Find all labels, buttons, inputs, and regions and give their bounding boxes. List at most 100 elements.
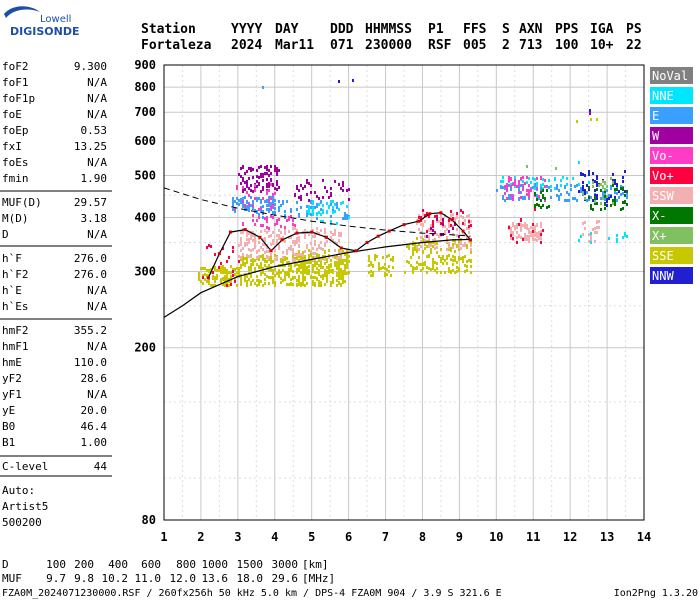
echo-point (274, 192, 276, 195)
echo-point (336, 206, 338, 209)
echo-point (384, 263, 386, 266)
echo-point (234, 200, 236, 203)
echo-point (534, 234, 536, 237)
echo-point (274, 223, 276, 226)
echo-point (284, 232, 286, 235)
echo-point (318, 280, 320, 283)
header-label-iga: IGA (590, 22, 614, 37)
echo-point (416, 246, 418, 249)
echo-point (242, 223, 244, 226)
echo-point (282, 279, 284, 282)
echo-point (408, 261, 410, 264)
echo-point (518, 183, 520, 186)
echo-point (258, 166, 260, 169)
echo-point (274, 167, 276, 170)
echo-point (550, 196, 552, 199)
echo-point (626, 203, 628, 206)
echo-point (524, 196, 526, 199)
echo-point (282, 202, 284, 205)
echo-point (534, 208, 536, 211)
echo-point (268, 235, 270, 238)
echo-point (406, 245, 408, 248)
echo-point (306, 272, 308, 275)
echo-point (286, 272, 288, 275)
echo-point (432, 239, 434, 242)
echo-point (616, 234, 618, 237)
echo-point (422, 224, 424, 227)
echo-point (298, 259, 300, 262)
echo-point (316, 205, 318, 208)
echo-point (222, 268, 224, 271)
echo-point (592, 228, 594, 231)
echo-point (340, 260, 342, 263)
echo-point (242, 186, 244, 189)
echo-point (520, 226, 522, 229)
echo-point (242, 205, 244, 208)
echo-point (308, 256, 310, 259)
echo-point (428, 235, 430, 238)
echo-point (252, 261, 254, 264)
echo-point (312, 256, 314, 259)
x-tick-label: 7 (382, 530, 389, 544)
echo-point (550, 189, 552, 192)
echo-point (436, 233, 438, 236)
echo-point (306, 261, 308, 264)
echo-point (310, 206, 312, 209)
echo-point (232, 199, 234, 202)
echo-point (562, 176, 564, 179)
echo-point (302, 268, 304, 271)
echo-point (272, 281, 274, 284)
echo-point (232, 197, 234, 200)
echo-point (614, 188, 616, 191)
echo-point (312, 280, 314, 283)
echo-point (470, 260, 472, 263)
echo-point (294, 276, 296, 279)
echo-point (368, 255, 370, 258)
echo-point (330, 203, 332, 206)
echo-point (314, 261, 316, 264)
echo-point (570, 184, 572, 187)
echo-point (342, 271, 344, 274)
echo-point (418, 256, 420, 259)
echo-point (242, 179, 244, 182)
echo-point (522, 176, 524, 179)
echo-point (456, 270, 458, 273)
echo-point (464, 264, 466, 267)
echo-point (616, 240, 618, 243)
echo-point (256, 279, 258, 282)
auto-code: 500200 (2, 516, 42, 529)
echo-point (276, 222, 278, 225)
echo-point (318, 284, 320, 287)
echo-point (304, 233, 306, 236)
echo-point (298, 283, 300, 286)
param-name: fmin (2, 172, 29, 185)
echo-point (418, 214, 420, 217)
parameter-separators (0, 190, 112, 477)
y-tick-label: 800 (134, 80, 156, 94)
echo-point (250, 267, 252, 270)
echo-point (470, 244, 472, 247)
echo-point (256, 180, 258, 183)
echo-point (240, 198, 242, 201)
echo-point (298, 265, 300, 268)
echo-point (588, 198, 590, 201)
echo-point (436, 246, 438, 249)
echo-point (330, 281, 332, 284)
echo-point (534, 184, 536, 187)
trace-point (402, 223, 406, 227)
echo-point (340, 234, 342, 237)
echo-point (440, 271, 442, 274)
echo-point (426, 230, 428, 233)
echo-point (608, 237, 610, 240)
echo-point (274, 165, 276, 168)
echo-point (589, 109, 591, 112)
param-value: 1.00 (81, 436, 108, 449)
echo-point (254, 236, 256, 239)
echo-point (430, 268, 432, 271)
echo-point (256, 169, 258, 172)
echo-point (240, 281, 242, 284)
echo-point (336, 272, 338, 275)
echo-point (606, 185, 608, 188)
muf-value: 11.0 (135, 572, 162, 585)
